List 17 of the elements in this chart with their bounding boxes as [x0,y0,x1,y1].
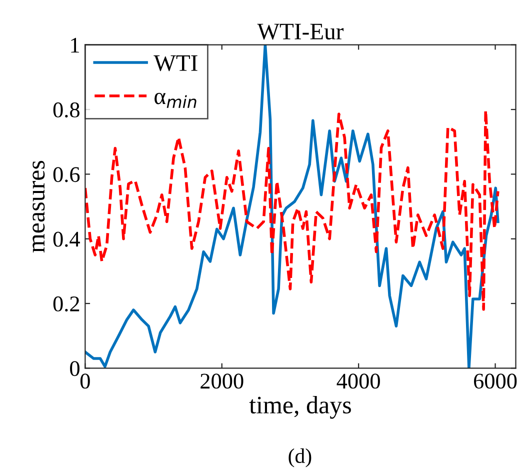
y-tick-label: 0 [70,361,80,376]
y-tick-label: 0.8 [53,102,80,118]
y-tick-label: 0.6 [53,167,80,182]
y-tick-label: 0.2 [53,296,80,312]
x-tick-label: 6000 [474,374,517,389]
legend-label: α$_{min}$ [154,92,196,108]
y-tick-label: 0.4 [53,232,80,247]
legend-label: WTI [154,55,198,72]
chart-title: WTI-Eur [257,24,344,40]
text: (d) [288,448,312,468]
y-tick-label: 1 [71,38,79,53]
x-tick-label: 4000 [336,374,380,389]
x-tick-label: 2000 [200,374,244,389]
y-axis-title: measures [32,160,45,252]
x-axis-title: time, days [249,396,351,419]
x-tick-label: 0 [80,374,90,389]
line-series [85,109,500,311]
